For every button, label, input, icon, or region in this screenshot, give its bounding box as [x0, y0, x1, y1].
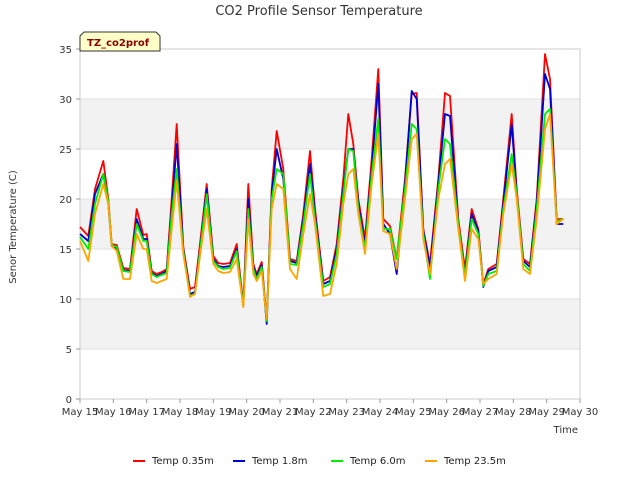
series-line-temp-23-5m	[79, 113, 564, 320]
legend-item: Temp 1.8m	[233, 456, 307, 467]
chart-title: CO2 Profile Sensor Temperature	[215, 4, 422, 19]
x-tick-label: May 20	[228, 407, 265, 418]
series-line-temp-1-8m	[79, 73, 564, 325]
legend-label: Temp 23.5m	[443, 456, 506, 467]
y-tick-label: 15	[59, 245, 72, 256]
legend-item: Temp 23.5m	[425, 456, 506, 467]
series-line-temp-6-0m	[79, 108, 564, 322]
y-tick-label: 25	[59, 145, 72, 156]
legend-label: Temp 0.35m	[151, 456, 214, 467]
x-tick-label: May 21	[262, 407, 299, 418]
y-tick-label: 0	[66, 395, 72, 406]
x-tick-label: May 16	[95, 407, 132, 418]
y-axis-ticks: 0 5 10 15 20 25 30 35	[59, 45, 80, 406]
grid-band	[80, 299, 580, 349]
x-tick-label: May 15	[62, 407, 99, 418]
site-badge-label: TZ_co2prof	[87, 38, 150, 49]
plot-frame	[79, 48, 581, 400]
grid-band	[80, 199, 580, 249]
x-tick-label: May 22	[295, 407, 332, 418]
legend-label: Temp 6.0m	[349, 456, 405, 467]
y-tick-label: 30	[59, 95, 72, 106]
x-tick-label: May 29	[528, 407, 565, 418]
x-axis-label: Time	[553, 425, 578, 436]
legend: Temp 0.35m Temp 1.8m Temp 6.0m Temp 23.5m	[133, 456, 506, 467]
grid-bands	[80, 48, 580, 400]
y-tick-label: 10	[59, 295, 72, 306]
x-tick-label: May 26	[428, 407, 465, 418]
x-tick-label: May 24	[362, 407, 399, 418]
series-lines	[79, 53, 564, 325]
site-badge-shape	[79, 31, 161, 52]
legend-label: Temp 1.8m	[251, 456, 307, 467]
x-tick-label: May 18	[162, 407, 199, 418]
series-line-temp-0-35m	[79, 53, 564, 320]
x-tick-label: May 19	[195, 407, 232, 418]
x-tick-label: May 25	[395, 407, 432, 418]
legend-item: Temp 0.35m	[133, 456, 214, 467]
site-badge: TZ_co2prof	[79, 31, 161, 52]
y-tick-label: 20	[59, 195, 72, 206]
x-tick-label: May 30	[562, 407, 599, 418]
x-tick-label: May 27	[462, 407, 499, 418]
x-tick-label: May 17	[128, 407, 165, 418]
x-tick-label: May 28	[495, 407, 532, 418]
grid-band	[80, 99, 580, 149]
y-tick-label: 5	[66, 345, 72, 356]
y-axis-label: Senor Temperature (C)	[8, 170, 19, 284]
x-tick-label: May 23	[328, 407, 365, 418]
legend-item: Temp 6.0m	[331, 456, 405, 467]
y-tick-label: 35	[59, 45, 72, 56]
